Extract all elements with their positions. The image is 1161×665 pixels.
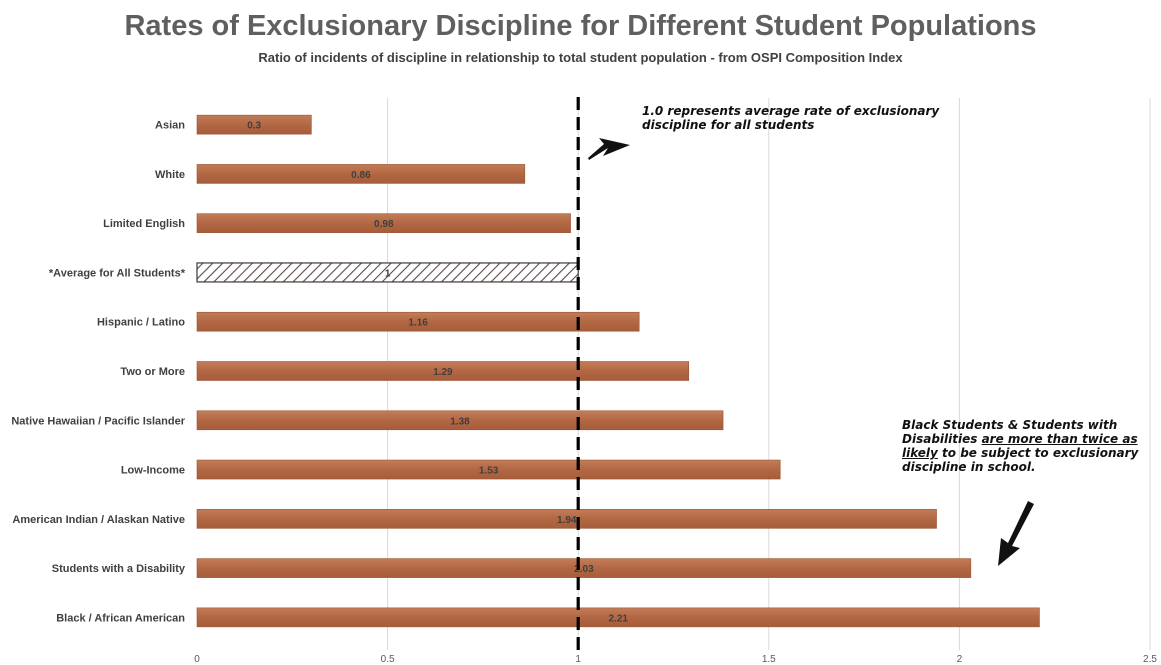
category-label: Native Hawaiian / Pacific Islander bbox=[11, 415, 185, 427]
bar bbox=[196, 262, 579, 283]
category-label: American Indian / Alaskan Native bbox=[12, 514, 185, 526]
data-label: 1.29 bbox=[433, 367, 453, 378]
note2-text: Black Students & Students with Disabilit… bbox=[902, 418, 1118, 446]
data-label: 1.38 bbox=[450, 416, 470, 427]
data-label: 0.3 bbox=[247, 121, 261, 132]
data-label: 2.03 bbox=[574, 564, 594, 575]
reference-annotation: 1.0 represents average rate of exclusion… bbox=[642, 104, 940, 132]
bar bbox=[196, 213, 571, 233]
x-tick-label: 2.5 bbox=[1143, 654, 1157, 665]
arrows bbox=[588, 138, 1034, 566]
category-label: Limited English bbox=[103, 218, 185, 230]
x-tick-label: 2 bbox=[957, 654, 963, 665]
data-label: 1.53 bbox=[479, 466, 499, 477]
chart-subtitle: Ratio of incidents of discipline in rela… bbox=[258, 50, 903, 65]
highlight-annotation: Black Students & Students with Disabilit… bbox=[902, 418, 1157, 474]
category-label: Two or More bbox=[120, 366, 185, 378]
bar bbox=[196, 311, 640, 332]
x-tick-label: 0 bbox=[194, 654, 200, 665]
bar bbox=[196, 509, 937, 529]
x-axis-ticks: 0 0.5 1 1.5 2 2.5 bbox=[194, 654, 1157, 665]
category-label: Asian bbox=[155, 120, 185, 132]
category-label: Students with a Disability bbox=[52, 563, 186, 575]
data-label: 0.86 bbox=[351, 170, 371, 181]
note2-underline: are more than twice as bbox=[981, 432, 1138, 446]
x-tick-label: 0.5 bbox=[381, 654, 395, 665]
data-label: 1 bbox=[385, 268, 391, 279]
arrow-icon bbox=[588, 138, 630, 160]
chart-title: Rates of Exclusionary Discipline for Dif… bbox=[124, 10, 1037, 42]
note2-text: to be subject to exclusionary discipline… bbox=[902, 446, 1139, 474]
category-label: White bbox=[155, 169, 185, 181]
data-label: 2.21 bbox=[608, 613, 628, 624]
category-label: *Average for All Students* bbox=[49, 267, 186, 279]
x-tick-label: 1.5 bbox=[762, 654, 776, 665]
category-label: Black / African American bbox=[56, 612, 185, 624]
category-label: Hispanic / Latino bbox=[97, 317, 185, 329]
category-labels: Asian White Limited English *Average for Al… bbox=[11, 120, 186, 625]
x-tick-label: 1 bbox=[575, 654, 581, 665]
bar bbox=[196, 164, 526, 184]
bar bbox=[196, 114, 312, 135]
arrow-icon bbox=[998, 501, 1034, 566]
category-label: Low-Income bbox=[121, 465, 185, 477]
data-label: 1.94 bbox=[557, 515, 577, 526]
bar bbox=[196, 558, 972, 578]
note2-underline: likely bbox=[902, 446, 938, 460]
bar bbox=[196, 459, 781, 480]
data-label: 1.16 bbox=[408, 318, 428, 329]
bar bbox=[196, 410, 724, 431]
data-label: 0.98 bbox=[374, 219, 394, 230]
bars: 0.3 0.86 0.98 1 1.16 1.29 1.38 1.53 1.94 2.03 2.21 bbox=[196, 114, 1040, 628]
bar bbox=[196, 361, 690, 381]
bar bbox=[196, 607, 1040, 628]
